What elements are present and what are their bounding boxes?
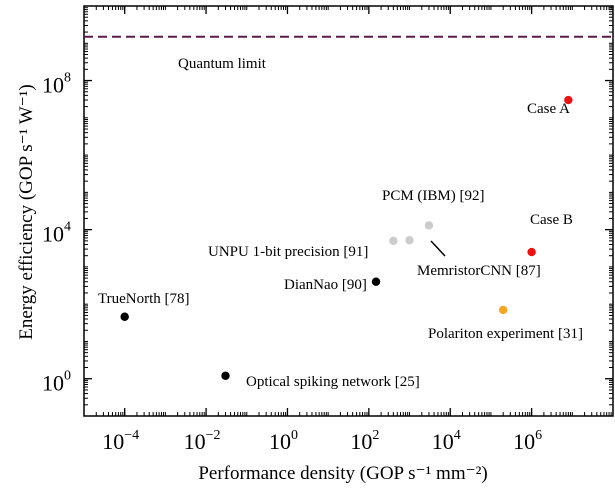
label-case-b: Case B bbox=[530, 212, 573, 228]
x-tick-labels: 10−4 10−2 100 102 104 106 bbox=[102, 428, 542, 454]
x-tick-label: 10−2 bbox=[184, 428, 221, 454]
label-polariton-experiment: Polariton experiment [31] bbox=[428, 326, 583, 342]
point-diannao bbox=[371, 277, 381, 286]
y-tick-labels: 100 104 108 bbox=[42, 71, 71, 396]
x-tick-label: 104 bbox=[432, 428, 461, 454]
data-points bbox=[120, 95, 573, 380]
y-tick-label: 100 bbox=[42, 369, 71, 396]
plot-frame bbox=[83, 5, 614, 417]
y-tick-label: 104 bbox=[42, 220, 71, 247]
x-tick-label: 106 bbox=[513, 428, 542, 454]
y-axis-label: Energy efficiency (GOP s⁻¹ W⁻¹) bbox=[16, 84, 37, 340]
label-truenorth: TrueNorth [78] bbox=[98, 291, 190, 307]
quantum-limit-label: Quantum limit bbox=[178, 56, 267, 72]
point-case-a bbox=[564, 95, 573, 105]
x-tick-label: 102 bbox=[350, 428, 379, 454]
point-truenorth bbox=[120, 312, 129, 321]
point-unpu-1-bit-precision bbox=[389, 236, 398, 246]
point-case-b bbox=[527, 247, 536, 257]
x-axis-label: Performance density (GOP s⁻¹ mm⁻²) bbox=[198, 463, 487, 484]
minor-ticks bbox=[83, 6, 613, 417]
label-pcm-ibm: PCM (IBM) [92] bbox=[382, 188, 485, 204]
y-tick-label: 108 bbox=[42, 71, 71, 98]
x-tick-label: 100 bbox=[269, 428, 298, 454]
point-optical-spiking-network bbox=[221, 371, 230, 380]
label-case-a: Case A bbox=[527, 101, 570, 117]
label-diannao: DianNao [90] bbox=[284, 277, 367, 293]
label-unpu: UNPU 1-bit precision [91] bbox=[208, 244, 368, 260]
point-memristorcnn bbox=[405, 236, 414, 245]
major-ticks bbox=[84, 6, 613, 416]
point-polariton-experiment bbox=[498, 305, 508, 315]
point-pcm-ibm bbox=[424, 221, 434, 230]
label-memristorcnn: MemristorCNN [87] bbox=[417, 263, 541, 279]
x-tick-label: 10−4 bbox=[102, 428, 139, 454]
label-optical-spiking-network: Optical spiking network [25] bbox=[246, 374, 420, 390]
memristorcnn-leader-line bbox=[430, 240, 446, 257]
